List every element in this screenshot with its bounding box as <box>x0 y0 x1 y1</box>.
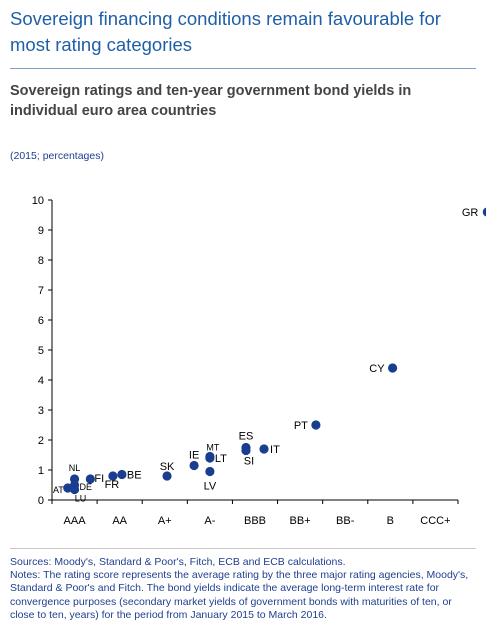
y-tick-label: 10 <box>32 195 44 207</box>
point-si <box>241 445 251 456</box>
page-title: Sovereign financing conditions remain fa… <box>10 8 441 55</box>
title-divider <box>10 68 476 69</box>
y-axis-ticks: 0 1 2 3 4 5 6 7 8 9 10 <box>32 195 52 507</box>
y-tick-label: 4 <box>38 375 44 387</box>
footnote: Sources: Moody's, Standard & Poor's, Fit… <box>10 556 476 622</box>
label-at: AT <box>53 485 64 495</box>
x-tick-label: A- <box>204 515 215 527</box>
label-it: IT <box>270 444 280 456</box>
point-pt <box>311 420 321 430</box>
point-lu <box>69 484 80 495</box>
chart-title: Sovereign ratings and ten-year governmen… <box>10 83 412 119</box>
label-fr: FR <box>105 479 120 491</box>
x-tick-label: AAA <box>64 515 87 527</box>
point-lv <box>205 466 215 477</box>
label-be: BE <box>127 470 142 482</box>
label-cy: CY <box>369 363 385 375</box>
point-fi <box>85 474 95 484</box>
label-lt: LT <box>215 453 227 465</box>
y-tick-label: 6 <box>38 315 44 327</box>
point-it <box>259 444 269 454</box>
chart-subtitle: (2015; percentages) <box>10 150 104 162</box>
point-fr <box>108 471 118 481</box>
y-tick-label: 2 <box>38 435 44 447</box>
label-lu: LU <box>75 494 87 504</box>
label-si: SI <box>244 456 254 468</box>
point-ie <box>189 460 199 471</box>
point-be <box>117 469 127 480</box>
label-mt: MT <box>206 443 219 453</box>
point-cy <box>387 363 398 373</box>
label-es: ES <box>239 431 254 443</box>
point-gr <box>482 207 486 217</box>
y-tick-label: 7 <box>38 285 44 297</box>
y-tick-label: 9 <box>38 225 44 237</box>
label-pt: PT <box>294 420 308 432</box>
label-gr: GR <box>462 207 479 219</box>
y-tick-label: 5 <box>38 345 44 357</box>
x-axis-ticks: AAA AA A+ A- BBB BB+ BB- B CCC+ <box>51 500 459 527</box>
y-tick-label: 0 <box>38 495 44 507</box>
y-tick-label: 3 <box>38 405 44 417</box>
y-tick-label: 8 <box>38 255 44 267</box>
point-sk <box>162 471 172 481</box>
label-sk: SK <box>160 461 175 473</box>
footnote-divider <box>10 548 476 549</box>
x-tick-label: CCC+ <box>420 515 450 527</box>
label-fi: FI <box>94 473 104 485</box>
x-tick-label: A+ <box>158 515 172 527</box>
label-de: DE <box>80 482 93 492</box>
label-nl: NL <box>69 463 81 473</box>
footnote-notes: Notes: The rating score represents the a… <box>10 569 469 621</box>
point-lt <box>205 453 215 463</box>
x-tick-label: BB+ <box>290 515 311 527</box>
label-lv: LV <box>204 481 217 493</box>
label-ie: IE <box>189 450 199 462</box>
x-tick-label: B <box>387 515 394 527</box>
chart-axes <box>51 200 458 501</box>
x-tick-label: BBB <box>244 515 266 527</box>
y-tick-label: 1 <box>38 465 44 477</box>
x-tick-label: BB- <box>336 515 355 527</box>
data-points <box>63 207 486 495</box>
footnote-sources: Sources: Moody's, Standard & Poor's, Fit… <box>10 556 346 568</box>
x-tick-label: AA <box>112 515 127 527</box>
